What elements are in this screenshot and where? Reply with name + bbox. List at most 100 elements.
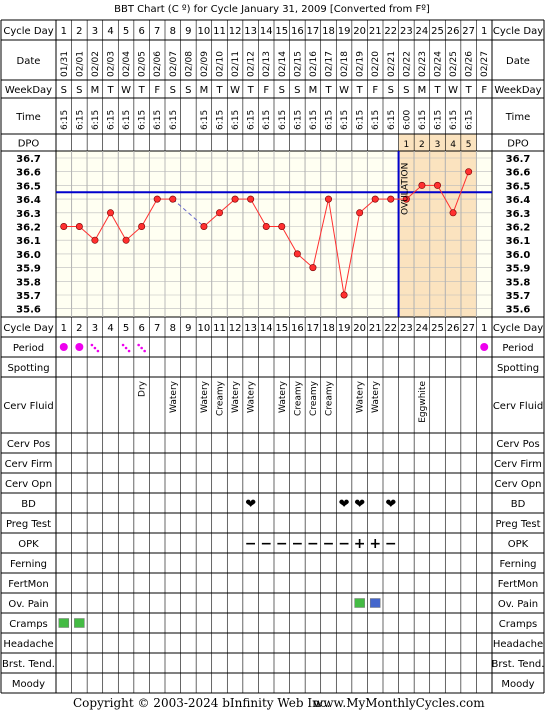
- footer-site: www.MyMonthlyCycles.com: [313, 696, 485, 710]
- temp-point: [231, 195, 239, 203]
- temp-point: [75, 223, 83, 231]
- y-tick-label: 36.4: [16, 195, 41, 206]
- row-label-right-preg_test: Preg Test: [495, 519, 540, 530]
- temp-point: [449, 209, 457, 217]
- cycle-day-label-bottom: 12: [229, 323, 242, 334]
- cycle-day-label: 23: [400, 26, 413, 37]
- temp-point: [153, 195, 161, 203]
- opk-positive: +: [369, 536, 381, 552]
- weekday-label: M: [200, 85, 209, 96]
- time-label: 6:15: [449, 110, 459, 130]
- period-light-dot: [93, 346, 97, 350]
- weekday-label: T: [356, 85, 364, 96]
- weekday-label: F: [154, 85, 160, 96]
- cerv-fluid-label: Watery: [169, 380, 179, 413]
- date-label: 02/18: [340, 51, 350, 77]
- date-label: 02/22: [402, 51, 412, 77]
- cycle-day-label-bottom: 17: [307, 323, 320, 334]
- row-label-spotting: Spotting: [7, 363, 49, 374]
- weekday-label: T: [106, 85, 114, 96]
- cycle-day-label-bottom: 9: [185, 323, 191, 334]
- y-tick-label: 36.3: [16, 209, 41, 220]
- cycle-day-label-bottom: 16: [291, 323, 304, 334]
- time-label: 6:15: [465, 110, 475, 130]
- row-label-right-dpo: DPO: [507, 139, 529, 150]
- y-tick-label-right: 36.6: [506, 168, 531, 179]
- time-label: 6:15: [91, 110, 101, 130]
- period-heavy-dot: [480, 343, 489, 351]
- temp-line-segment: [110, 212, 127, 241]
- weekday-label: S: [294, 85, 300, 96]
- time-label: 6:15: [309, 110, 319, 130]
- date-label: 02/25: [449, 51, 459, 77]
- cycle-day-label: 13: [244, 26, 257, 37]
- row-label-right-time: Time: [505, 112, 530, 123]
- cerv-fluid-label: Creamy: [293, 380, 303, 416]
- cycle-day-label-bottom: 22: [384, 323, 397, 334]
- temp-point: [402, 195, 410, 203]
- temp-point: [309, 264, 317, 272]
- row-label-right-moody: Moody: [501, 679, 534, 690]
- temp-point: [278, 223, 286, 231]
- weekday-label: T: [465, 85, 473, 96]
- time-label: 6:15: [293, 110, 303, 130]
- date-label: 02/08: [184, 51, 194, 77]
- y-tick-label: 36.7: [16, 154, 41, 165]
- dpo-label: 4: [450, 140, 456, 150]
- weekday-label: M: [418, 85, 427, 96]
- y-tick-label-right: 35.6: [506, 305, 531, 316]
- cycle-day-label-bottom: 13: [244, 323, 257, 334]
- period-light-dot: [127, 349, 131, 353]
- opk-negative: −: [245, 536, 257, 552]
- cycle-day-label-bottom: 5: [123, 323, 129, 334]
- cycle-day-label: 12: [229, 26, 242, 37]
- period-light-dot: [121, 343, 125, 347]
- cerv-fluid-label: Watery: [231, 380, 241, 413]
- time-label: 6:15: [371, 110, 381, 130]
- cycle-day-label: 9: [185, 26, 191, 37]
- row-label-right-cramps: Cramps: [499, 619, 538, 630]
- row-label-cerv_opn: Cerv Opn: [5, 479, 52, 490]
- cycle-day-label-bottom: 19: [338, 323, 351, 334]
- time-label: 6:15: [418, 110, 428, 130]
- time-label: 6:15: [247, 110, 257, 130]
- row-label-right-cerv_fluid: Cerv Fluid: [493, 401, 543, 412]
- cycle-day-label-bottom: 14: [260, 323, 273, 334]
- date-label: 02/15: [293, 51, 303, 77]
- opk-negative: −: [291, 536, 303, 552]
- weekday-label: T: [215, 85, 223, 96]
- time-label: 6:15: [107, 110, 117, 130]
- weekday-label: S: [388, 85, 394, 96]
- weekday-label: T: [433, 85, 441, 96]
- period-light-dot: [124, 346, 128, 350]
- cramps-marker: [74, 618, 85, 628]
- y-tick-label: 36.0: [16, 250, 41, 261]
- temp-point: [340, 291, 348, 299]
- row-label-cramps: Cramps: [9, 619, 48, 630]
- cerv-fluid-label: Watery: [247, 380, 257, 413]
- date-label: 02/03: [107, 51, 117, 77]
- time-label: 6:15: [138, 110, 148, 130]
- date-label: 02/07: [169, 51, 179, 77]
- cycle-day-label-bottom: 10: [198, 323, 211, 334]
- row-label-weekday: WeekDay: [5, 85, 52, 96]
- date-label: 02/17: [325, 51, 335, 77]
- date-label: 02/05: [138, 51, 148, 77]
- date-label: 02/21: [387, 51, 397, 77]
- cycle-day-label-bottom: 11: [213, 323, 226, 334]
- temp-point: [169, 195, 177, 203]
- row-label-cycle_day: Cycle Day: [3, 26, 53, 37]
- row-label-right-cerv_firm: Cerv Firm: [494, 459, 542, 470]
- opk-negative: −: [260, 536, 272, 552]
- cycle-day-label: 20: [353, 26, 366, 37]
- weekday-label: F: [481, 85, 487, 96]
- time-label: 6:15: [231, 110, 241, 130]
- footer-copyright: Copyright © 2003-2024 bInfinity Web Inc.: [73, 696, 330, 710]
- row-label-right-brst_tend: Brst. Tend.: [492, 659, 545, 670]
- cycle-day-label: 19: [338, 26, 351, 37]
- time-label: 6:15: [340, 110, 350, 130]
- temp-point: [293, 250, 301, 258]
- dpo-label: 5: [466, 140, 472, 150]
- row-label-fertmon: FertMon: [8, 579, 48, 590]
- bd-heart-icon: ❤: [385, 497, 396, 512]
